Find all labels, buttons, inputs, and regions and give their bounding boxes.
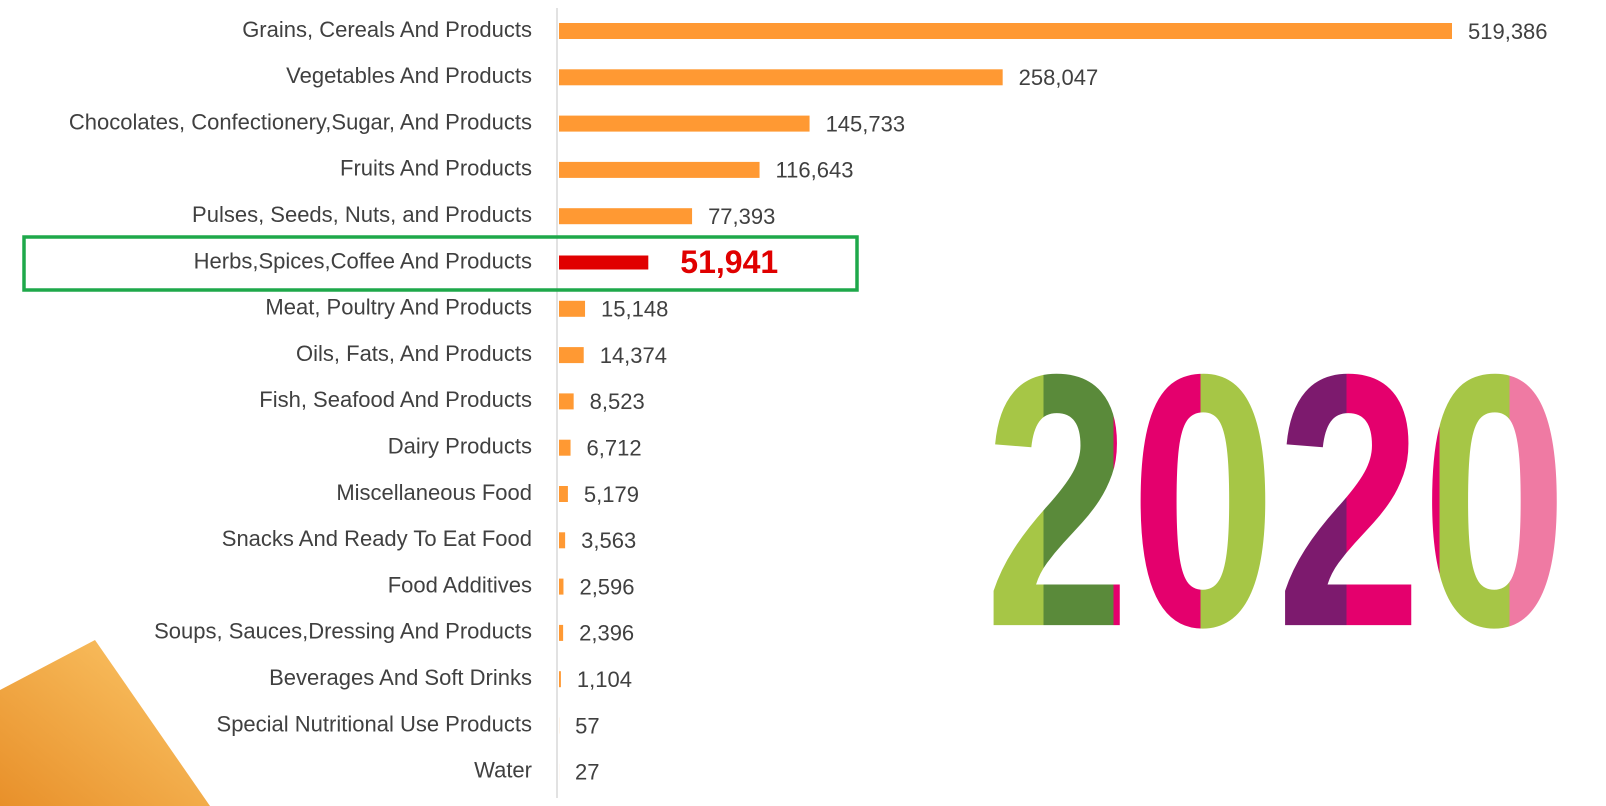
bar [559,23,1452,39]
category-label: Soups, Sauces,Dressing And Products [154,619,532,644]
bar [559,255,649,270]
value-label: 519,386 [1468,19,1548,44]
value-label: 1,104 [577,667,632,692]
category-label: Dairy Products [388,434,532,459]
value-label: 57 [575,713,599,738]
value-label: 77,393 [708,204,775,229]
category-label: Herbs,Spices,Coffee And Products [194,248,532,273]
category-label: Vegetables And Products [286,63,532,88]
category-label: Pulses, Seeds, Nuts, and Products [192,202,532,227]
bar [559,486,568,502]
value-label: 258,047 [1019,65,1099,90]
category-label: Snacks And Ready To Eat Food [222,526,532,551]
highlight-box [22,235,859,292]
value-label: 2,396 [579,621,634,646]
category-label: Meat, Poultry And Products [265,295,532,320]
category-label: Chocolates, Confectionery,Sugar, And Pro… [69,109,532,134]
year-annotation: 2020 [985,300,1568,702]
bar [559,208,693,225]
category-label: Water [474,758,532,783]
bar [559,161,760,178]
category-label: Fruits And Products [340,156,532,181]
bar [559,532,566,549]
bar [559,578,564,595]
value-label: 27 [575,760,599,785]
bar [559,300,586,317]
category-label: Beverages And Soft Drinks [269,665,532,690]
category-label: Grains, Cereals And Products [242,17,532,42]
value-label: 5,179 [584,482,639,507]
category-label: Special Nutritional Use Products [217,711,532,736]
value-label: 15,148 [601,297,668,322]
value-label: 2,596 [579,574,634,599]
bar [559,115,810,132]
bar [559,624,564,641]
category-label: Fish, Seafood And Products [259,387,532,412]
category-label: Food Additives [388,572,532,597]
value-label: 51,941 [680,244,778,280]
value-label: 116,643 [776,158,854,183]
bar [559,347,584,364]
value-label: 8,523 [590,389,645,414]
bar [559,439,571,456]
category-label: Miscellaneous Food [336,480,532,505]
category-label: Oils, Fats, And Products [296,341,532,366]
value-label: 145,733 [826,111,906,136]
value-label: 3,563 [581,528,636,553]
bar [559,69,1003,86]
value-label: 14,374 [600,343,667,368]
decoration [0,640,210,806]
bar [559,671,561,688]
bar [559,393,574,410]
value-label: 6,712 [587,436,642,461]
